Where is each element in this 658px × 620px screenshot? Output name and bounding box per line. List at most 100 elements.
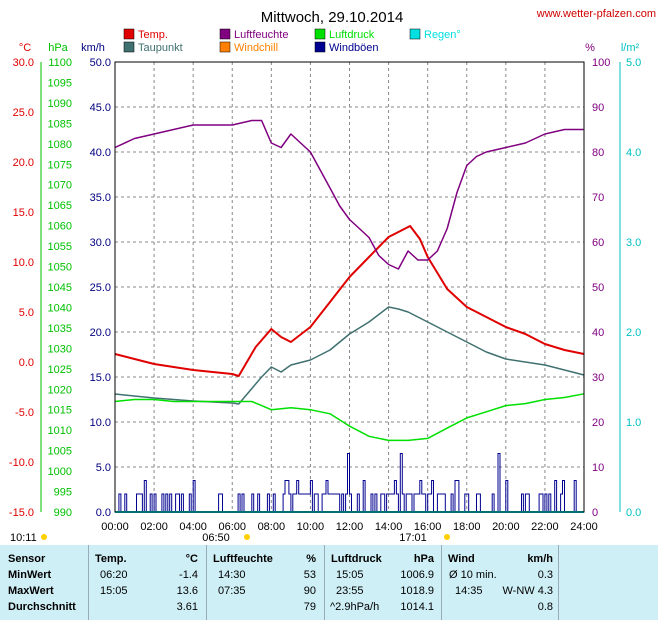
axis-tick-label: 995 (54, 487, 72, 499)
stats-col-press (324, 545, 442, 620)
x-tick-label: 22:00 (531, 521, 559, 533)
axis-tick-label: 10.0 (13, 257, 34, 269)
axis-tick-label: 1025 (48, 364, 72, 376)
axis-tick-label: 1035 (48, 323, 72, 335)
axis-tick-label: 1030 (48, 343, 72, 355)
x-tick-label: 04:00 (179, 521, 207, 533)
axis-tick-label: 1080 (48, 139, 72, 151)
sun-marker-icon (444, 534, 450, 540)
axis-unit-label: km/h (81, 42, 105, 54)
legend: Temp. Luftfeuchte Luftdruck Regen° Taupunkt W… (123, 28, 461, 54)
legend-label: Windchill (234, 42, 278, 54)
legend-label: Taupunkt (138, 42, 183, 54)
axis-tick-label: 5.0 (96, 462, 111, 474)
stats-header-wind-unit: km/h (527, 553, 553, 565)
axis-tick-label: 1060 (48, 221, 72, 233)
stats-min-hum-val: 53 (303, 569, 316, 581)
axis-tick-label: 1005 (48, 446, 72, 458)
legend-label: Luftfeuchte (234, 29, 288, 41)
axis-tick-label: 990 (54, 507, 72, 519)
axis-tick-label: 1015 (48, 405, 72, 417)
axis-tick-label: 1050 (48, 262, 72, 274)
axis-tick-label: 20 (592, 417, 604, 429)
x-tick-label: 24:00 (570, 521, 598, 533)
grid (115, 62, 584, 512)
x-tick-label: 00:00 (101, 521, 129, 533)
stats-min-label: MinWert (8, 569, 52, 581)
axis-tick-label: 15.0 (13, 207, 34, 219)
axis-tick-label: 1095 (48, 77, 72, 89)
chart-title: Mittwoch, 29.10.2014 (261, 9, 404, 26)
axis-tick-label: 1.0 (626, 417, 641, 429)
stats-max-wind-time: 14:35 (455, 585, 483, 597)
axis-tick-label: 90 (592, 102, 604, 114)
legend-swatch (123, 28, 135, 40)
axis-tick-label: 2.0 (626, 327, 641, 339)
x-tick-label: 20:00 (492, 521, 520, 533)
axis-tick-label: 1065 (48, 200, 72, 212)
x-tick-label: 12:00 (336, 521, 364, 533)
stats-header-temp-unit: °C (185, 553, 198, 565)
axis-tick-label: 10 (592, 462, 604, 474)
axis-tick-label: 40.0 (90, 147, 111, 159)
axis-tick-label: 1085 (48, 118, 72, 130)
axis-tick-label: 0.0 (626, 507, 641, 519)
axis-unit-label: l/m² (621, 42, 640, 54)
axis-tick-label: -10.0 (9, 457, 34, 469)
stats-header-press: Luftdruck (331, 553, 382, 565)
series-line-luftfeuchte (114, 119, 584, 270)
stats-min-wind-time: Ø 10 min. (449, 569, 497, 581)
sun-marker-icon (244, 534, 250, 540)
axis-tick-label: -15.0 (9, 507, 34, 519)
axis-tick-label: 10.0 (90, 417, 111, 429)
axis-tick-label: 1020 (48, 384, 72, 396)
sun-marker-icon (41, 534, 47, 540)
axis-tick-label: 4.0 (626, 147, 641, 159)
stats-max-press-time: 23:55 (336, 585, 364, 597)
series-line-taupunkt (114, 306, 585, 405)
stats-avg-press-time: ^2.9hPa/h (330, 601, 380, 613)
series-line-luftdruck (114, 393, 585, 442)
axis-tick-label: -5.0 (15, 407, 34, 419)
stats-min-temp-val: -1.4 (179, 569, 198, 581)
axis-tick-label: 5.0 (19, 307, 34, 319)
plot-border (114, 61, 585, 513)
statistics-table: Sensor Temp. °C Luftfeuchte % Luftdruck … (0, 545, 658, 620)
legend-swatch (219, 28, 231, 40)
axis-tick-label: 30 (592, 372, 604, 384)
legend-label: Regen° (424, 29, 461, 41)
stats-min-hum-time: 14:30 (218, 569, 246, 581)
axis-tick-label: 50.0 (90, 57, 111, 69)
legend-swatch (314, 28, 326, 40)
stats-max-temp-val: 13.6 (176, 585, 198, 597)
x-tick-labels: 00:00 02:00 04:00 06:00 08:00 10:00 12:00 14:00… (101, 521, 598, 533)
time-marker-label: 10:11 (10, 532, 37, 544)
stats-col-wind (441, 545, 559, 620)
stats-col-temp (88, 545, 207, 620)
stats-max-temp-time: 15:05 (100, 585, 128, 597)
x-tick-label: 16:00 (414, 521, 442, 533)
stats-avg-hum-val: 79 (303, 601, 316, 613)
time-marker-label: 06:50 (202, 532, 230, 544)
stats-avg-label: Durchschnitt (8, 601, 76, 613)
axis-tick-label: 1100 (48, 57, 72, 69)
axis-tick-label: 1055 (48, 241, 72, 253)
axis-tick-label: 1045 (48, 282, 72, 294)
stats-col-hum (206, 545, 325, 620)
axis-unit-label: % (585, 42, 595, 54)
x-tick-label: 14:00 (375, 521, 403, 533)
stats-max-wind-val: W-NW 4.3 (502, 585, 553, 597)
stats-header-hum-unit: % (306, 553, 316, 565)
axis-tick-label: 20.0 (90, 327, 111, 339)
axis-tick-label: 15.0 (90, 372, 111, 384)
stats-avg-wind-val: 0.8 (537, 601, 553, 613)
stats-col-sensor (0, 545, 89, 620)
axis-tick-label: 35.0 (90, 192, 111, 204)
series-line-temp (114, 225, 585, 377)
stats-avg-temp-val: 3.61 (176, 601, 198, 613)
stats-max-hum-time: 07:35 (218, 585, 246, 597)
stats-header-temp: Temp. (95, 553, 127, 565)
axis-tick-label: 25.0 (90, 282, 111, 294)
axis-tick-label: 0.0 (96, 507, 111, 519)
axis-tick-label: 0 (592, 507, 598, 519)
